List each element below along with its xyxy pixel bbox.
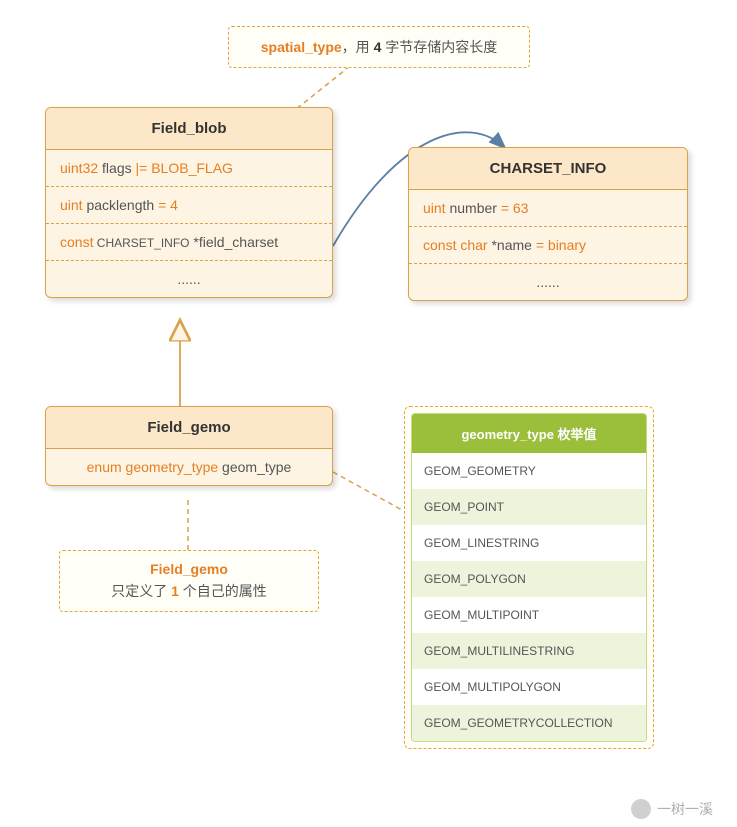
class-row: enum geometry_type geom_type [46, 449, 332, 485]
enum-title: geometry_type 枚举值 [412, 414, 646, 453]
class-title: Field_gemo [46, 407, 332, 449]
enum-dash [333, 472, 402, 510]
class-title: Field_blob [46, 108, 332, 150]
note-field-gemo: Field_gemo 只定义了 1 个自己的属性 [59, 550, 319, 612]
enum-row: GEOM_MULTILINESTRING [412, 633, 646, 669]
enum-row: GEOM_POLYGON [412, 561, 646, 597]
class-row-ellipsis: ...... [46, 261, 332, 297]
enum-row: GEOM_POINT [412, 489, 646, 525]
class-row: uint number = 63 [409, 190, 687, 227]
enum-row: GEOM_MULTIPOLYGON [412, 669, 646, 705]
enum-row: GEOM_LINESTRING [412, 525, 646, 561]
watermark: 一树一溪 [631, 799, 713, 819]
class-title: CHARSET_INFO [409, 148, 687, 190]
class-field-blob: Field_blob uint32 flags |= BLOB_FLAG uin… [45, 107, 333, 298]
class-charset-info: CHARSET_INFO uint number = 63 const char… [408, 147, 688, 301]
enum-row: GEOM_GEOMETRYCOLLECTION [412, 705, 646, 741]
class-row: uint packlength = 4 [46, 187, 332, 224]
wechat-icon [631, 799, 651, 819]
class-row: uint32 flags |= BLOB_FLAG [46, 150, 332, 187]
class-row: const char *name = binary [409, 227, 687, 264]
class-field-gemo: Field_gemo enum geometry_type geom_type [45, 406, 333, 486]
enum-row: GEOM_GEOMETRY [412, 453, 646, 489]
watermark-text: 一树一溪 [657, 799, 713, 819]
class-row-ellipsis: ...... [409, 264, 687, 300]
note-spatial-type: spatial_type，用 4 字节存储内容长度 [228, 26, 530, 68]
enum-row: GEOM_MULTIPOINT [412, 597, 646, 633]
enum-geometry-type: geometry_type 枚举值 GEOM_GEOMETRY GEOM_POI… [404, 406, 654, 749]
class-row: const CHARSET_INFO *field_charset [46, 224, 332, 261]
note-top-hl: spatial_type [261, 39, 342, 55]
